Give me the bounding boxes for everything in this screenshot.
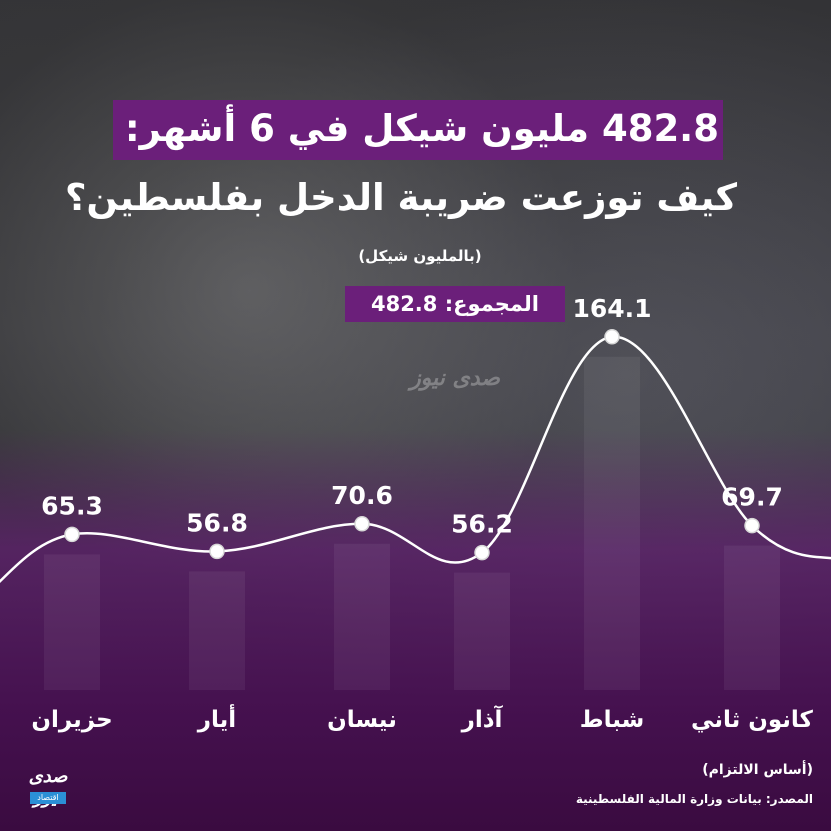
footer-note: (أساس الالتزام)	[702, 762, 813, 778]
data-point	[744, 517, 760, 534]
watermark-text: صدى نيوز	[410, 365, 500, 391]
logo-subtitle: اقتصاد	[30, 792, 66, 804]
data-point	[604, 329, 620, 345]
category-label: شباط	[580, 707, 645, 733]
data-label: 56.8	[186, 508, 248, 537]
page-title: 482.8 مليون شيكل في 6 أشهر:	[124, 107, 719, 150]
chart-bar-strip	[334, 543, 390, 690]
title-highlight-band	[113, 100, 723, 160]
data-label: 69.7	[721, 483, 783, 512]
unit-note: (بالمليون شيكل)	[358, 247, 482, 265]
chart-bar-strip	[724, 545, 780, 690]
data-label: 70.6	[331, 481, 393, 510]
data-point	[64, 526, 80, 543]
chart-bar-strip	[454, 572, 510, 690]
source-note: المصدر: بيانات وزارة المالية الفلسطينية	[575, 792, 813, 806]
series-line	[0, 335, 831, 584]
chart-bar-strip	[189, 571, 245, 690]
category-label: آذار	[461, 704, 504, 733]
data-point	[474, 544, 490, 561]
total-highlight-band	[345, 286, 565, 322]
data-point	[354, 516, 370, 532]
data-label: 164.1	[572, 294, 651, 323]
watermark-logo: صدى نيوز	[410, 355, 500, 415]
page-subtitle: كيف توزعت ضريبة الدخل بفلسطين؟	[64, 176, 738, 219]
chart-bar-strip	[44, 554, 100, 690]
category-label: حزيران	[31, 707, 112, 733]
background-purple-gradient	[0, 430, 831, 831]
category-label: نيسان	[327, 707, 397, 733]
chart-bar-strips	[44, 356, 780, 690]
total-label: المجموع: 482.8	[370, 292, 540, 316]
chart-bar-strip	[584, 356, 640, 690]
category-label: أيار	[197, 703, 236, 733]
data-point	[209, 543, 225, 560]
category-label: كانون ثاني	[691, 707, 814, 733]
data-label: 56.2	[451, 510, 513, 539]
brand-logo: صدى نيوز اقتصاد	[18, 760, 78, 808]
data-label: 65.3	[41, 491, 103, 520]
